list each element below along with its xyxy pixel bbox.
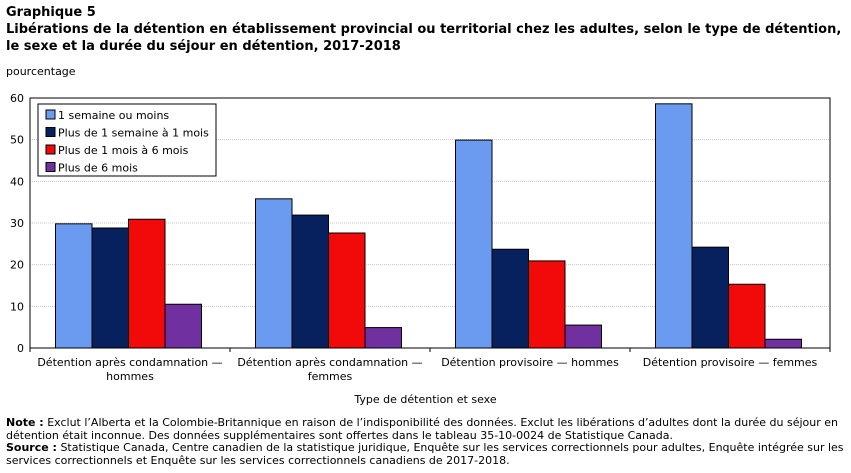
x-axis-label: Type de détention et sexe xyxy=(354,393,497,406)
legend-label: Plus de 6 mois xyxy=(58,162,138,175)
source-text: Statistique Canada, Centre canadien de l… xyxy=(6,441,844,467)
bar xyxy=(764,338,802,349)
bar xyxy=(491,248,529,349)
note-label: Note : xyxy=(6,416,44,429)
graph-label: Graphique 5 xyxy=(6,5,96,20)
bar xyxy=(528,260,566,349)
bar xyxy=(91,227,129,349)
y-tick-label: 60 xyxy=(10,92,24,105)
x-tick-label: Détention provisoire — femmes xyxy=(643,356,818,369)
legend-label: Plus de 1 mois à 6 mois xyxy=(58,144,189,157)
x-tick-label: Détention provisoire — hommes xyxy=(441,356,619,369)
legend-box xyxy=(37,103,217,177)
bar xyxy=(255,198,293,349)
bar xyxy=(328,232,366,349)
x-tick-label: Détention après condamnation — xyxy=(237,356,422,369)
bar xyxy=(55,223,93,349)
bar xyxy=(728,283,766,349)
bar xyxy=(655,103,693,349)
bar-chart: 0 10 20 30 40 50 60 Détention après condamnatio… xyxy=(10,92,831,383)
x-tick-label: hommes xyxy=(106,370,154,383)
x-tick-label: Détention après condamnation — xyxy=(37,356,222,369)
note-text: Exclut l’Alberta et la Colombie-Britanni… xyxy=(6,416,839,442)
y-tick-label: 40 xyxy=(10,175,24,188)
y-axis-label: pourcentage xyxy=(6,65,76,78)
legend-label: 1 semaine ou moins xyxy=(58,109,169,122)
legend-swatch xyxy=(45,162,56,172)
source-label: Source : xyxy=(6,441,57,454)
chart-title: Libérations de la détention en établisse… xyxy=(6,22,842,54)
legend-swatch xyxy=(45,109,56,120)
bar xyxy=(291,214,329,349)
title-block: Graphique 5 Libérations de la détention … xyxy=(6,5,846,55)
y-tick-label: 50 xyxy=(10,134,24,147)
bar xyxy=(564,324,602,349)
legend-label: Plus de 1 semaine à 1 mois xyxy=(58,127,209,140)
bar xyxy=(128,218,166,349)
bar xyxy=(691,246,729,349)
bar xyxy=(455,139,493,349)
y-tick-label: 30 xyxy=(10,217,24,230)
y-tick-label: 0 xyxy=(17,342,24,355)
legend-swatch xyxy=(45,127,56,137)
notes-block: Note : Exclut l’Alberta et la Colombie-B… xyxy=(6,416,846,467)
source-paragraph: Source : Statistique Canada, Centre cana… xyxy=(6,441,846,467)
legend-swatch xyxy=(45,144,56,155)
x-tick-label: femmes xyxy=(308,370,353,383)
y-tick-label: 20 xyxy=(10,259,24,272)
bar xyxy=(364,327,402,349)
bar xyxy=(164,303,202,349)
note-paragraph: Note : Exclut l’Alberta et la Colombie-B… xyxy=(6,416,846,442)
y-tick-label: 10 xyxy=(10,300,24,313)
